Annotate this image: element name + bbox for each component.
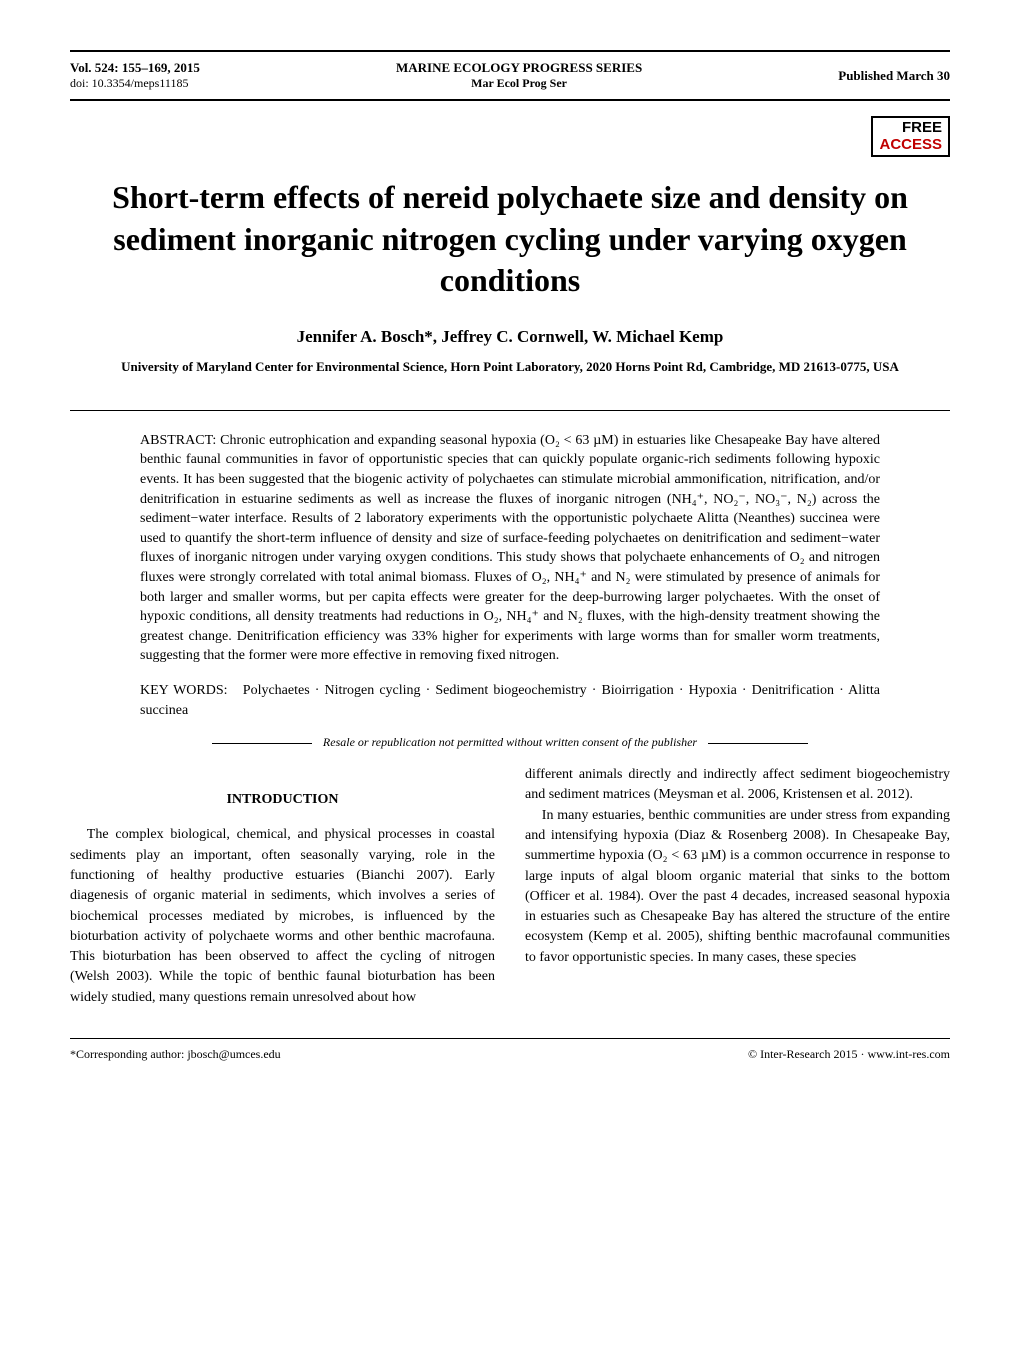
abstract-paragraph: ABSTRACT: Chronic eutrophication and exp… [140, 431, 880, 666]
right-column: different animals directly and indirectl… [525, 765, 950, 1008]
header-right-block: Published March 30 [838, 68, 950, 84]
right-paragraph-1: different animals directly and indirectl… [525, 765, 950, 806]
authors-list: Jennifer A. Bosch*, Jeffrey C. Cornwell,… [70, 327, 950, 347]
journal-name: MARINE ECOLOGY PROGRESS SERIES [396, 60, 642, 76]
header-left-block: Vol. 524: 155–169, 2015 doi: 10.3354/mep… [70, 60, 200, 91]
keywords-body: Polychaetes · Nitrogen cycling · Sedimen… [140, 683, 880, 718]
volume-info: Vol. 524: 155–169, 2015 [70, 60, 200, 76]
left-column: INTRODUCTION The complex biological, che… [70, 765, 495, 1008]
abstract-section: ABSTRACT: Chronic eutrophication and exp… [140, 431, 880, 720]
abstract-body: Chronic eutrophication and expanding sea… [140, 433, 880, 664]
introduction-heading: INTRODUCTION [70, 790, 495, 810]
keywords-label: KEY WORDS: [140, 683, 228, 698]
resale-notice: Resale or republication not permitted wi… [140, 735, 880, 750]
journal-abbrev: Mar Ecol Prog Ser [396, 76, 642, 91]
journal-header: Vol. 524: 155–169, 2015 doi: 10.3354/mep… [70, 50, 950, 101]
affiliation-text: University of Maryland Center for Enviro… [70, 359, 950, 375]
page-footer: *Corresponding author: jbosch@umces.edu … [70, 1038, 950, 1062]
badge-free-text: FREE [879, 120, 942, 137]
doi-info: doi: 10.3354/meps11185 [70, 76, 200, 91]
left-paragraph-1: The complex biological, chemical, and ph… [70, 825, 495, 1008]
header-center-block: MARINE ECOLOGY PROGRESS SERIES Mar Ecol … [396, 60, 642, 91]
abstract-label: ABSTRACT: [140, 433, 216, 448]
body-columns: INTRODUCTION The complex biological, che… [70, 765, 950, 1008]
badge-access-text: ACCESS [879, 137, 942, 154]
corresponding-author: *Corresponding author: jbosch@umces.edu [70, 1047, 281, 1062]
divider-line-top [70, 410, 950, 411]
free-access-badge: FREE ACCESS [871, 116, 950, 157]
published-date: Published March 30 [838, 68, 950, 84]
right-paragraph-2: In many estuaries, benthic communities a… [525, 806, 950, 968]
copyright-notice: © Inter-Research 2015 · www.int-res.com [748, 1047, 950, 1062]
free-access-container: FREE ACCESS [0, 116, 950, 157]
keywords-paragraph: KEY WORDS: Polychaetes · Nitrogen cyclin… [140, 681, 880, 720]
resale-text: Resale or republication not permitted wi… [323, 735, 697, 749]
article-title: Short-term effects of nereid polychaete … [70, 177, 950, 302]
